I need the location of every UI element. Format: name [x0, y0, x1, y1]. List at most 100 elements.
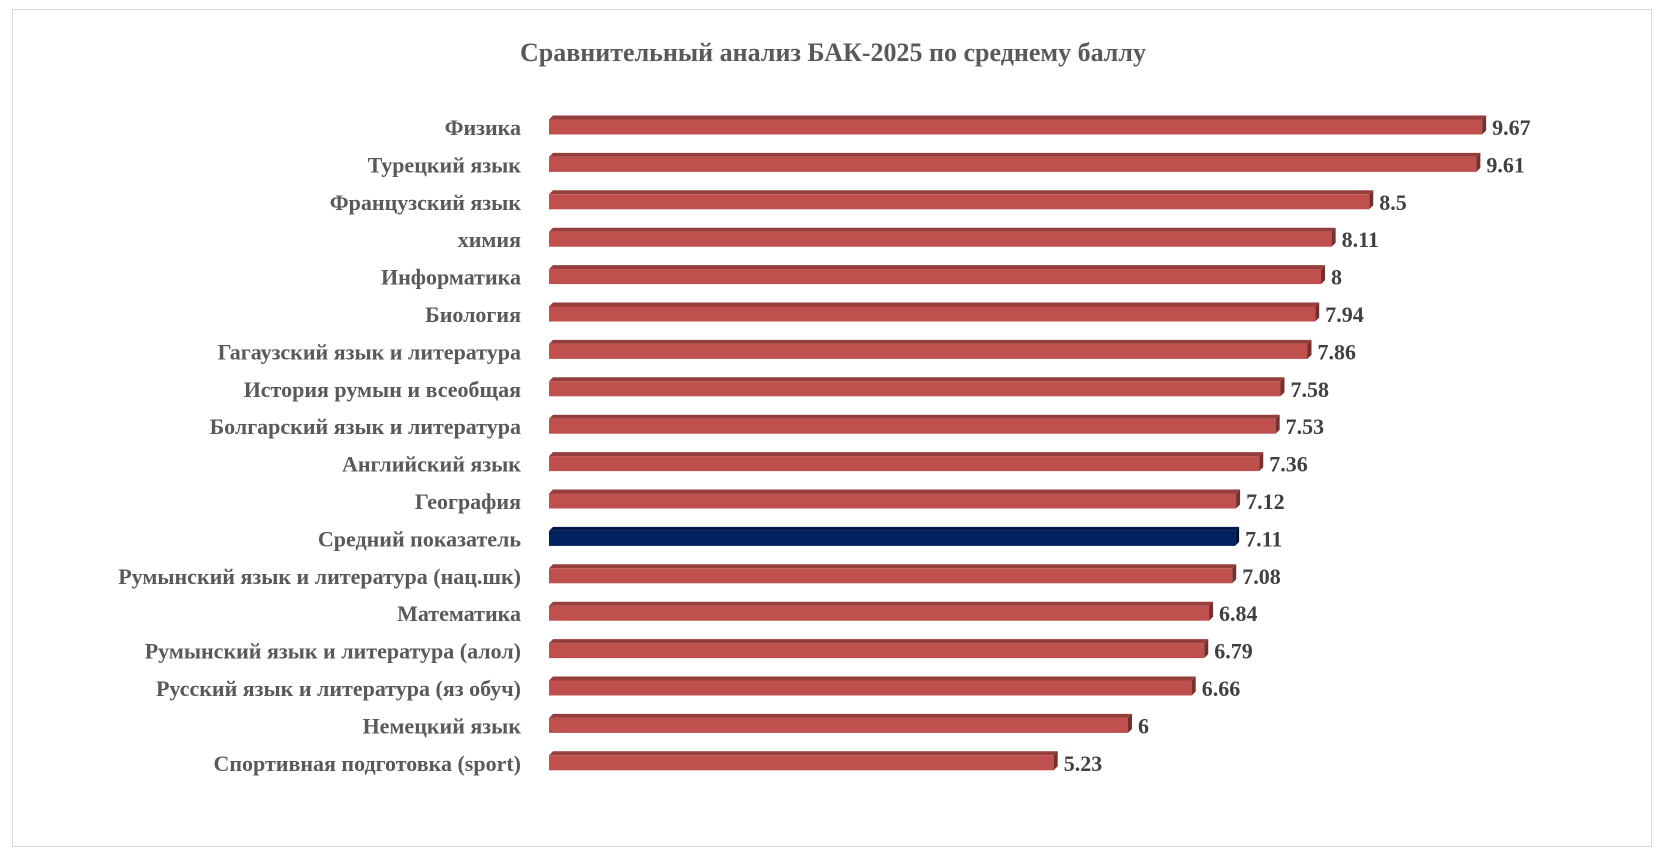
bar-group — [549, 190, 1374, 210]
bar-group — [549, 377, 1285, 397]
category-label: Румынский язык и литература (нац.шк) — [118, 564, 521, 589]
bar-top-face — [549, 339, 1312, 344]
bar — [549, 418, 1276, 434]
bar — [549, 306, 1316, 322]
bar-chart: Физика 9.67 Турецкий язык 9.61 Французский я… — [118, 115, 1530, 776]
bar-top-face — [549, 265, 1325, 270]
bar-group — [549, 227, 1336, 247]
data-label: 7.86 — [1317, 339, 1356, 364]
bar-top-face — [549, 489, 1241, 494]
bar-side-face — [1331, 227, 1336, 247]
bar-group — [549, 601, 1214, 621]
bar-side-face — [1275, 414, 1280, 434]
bar-side-face — [1259, 452, 1264, 472]
data-label: 6.66 — [1202, 676, 1241, 701]
bar — [549, 194, 1370, 210]
bar — [549, 680, 1192, 696]
chart-frame: Сравнительный анализ БАК-2025 по среднем… — [12, 9, 1652, 847]
category-label: Средний показатель — [318, 526, 521, 551]
data-label: 7.12 — [1246, 489, 1285, 514]
category-label: Математика — [397, 601, 521, 626]
bar-side-face — [1236, 489, 1241, 509]
bar — [549, 605, 1210, 621]
bar-group — [549, 713, 1132, 733]
bar-top-face — [549, 152, 1481, 157]
bar-side-face — [1369, 190, 1374, 210]
bar-group — [549, 564, 1237, 584]
bar-top-face — [549, 115, 1487, 120]
data-label: 6.84 — [1219, 601, 1258, 626]
bar-group — [549, 265, 1325, 285]
bar-group — [549, 639, 1209, 659]
category-label: География — [415, 489, 521, 514]
bar-side-face — [1476, 152, 1481, 172]
bar-side-face — [1191, 676, 1196, 696]
data-label: 7.58 — [1290, 377, 1329, 402]
bar — [549, 456, 1260, 472]
data-label: 8.5 — [1379, 190, 1407, 215]
bar-group — [549, 751, 1058, 771]
bar-side-face — [1053, 751, 1058, 771]
bar-top-face — [549, 564, 1237, 569]
bar — [549, 493, 1237, 509]
category-label: Гагаузский язык и литература — [218, 339, 521, 364]
category-label: Немецкий язык — [363, 713, 522, 738]
data-label: 8 — [1331, 265, 1342, 290]
bar-top-face — [549, 601, 1214, 606]
bar — [549, 643, 1205, 659]
data-label: 7.11 — [1245, 526, 1282, 551]
bar-side-face — [1307, 339, 1312, 359]
category-label: Французский язык — [330, 190, 522, 215]
bar — [549, 717, 1128, 733]
bar-top-face — [549, 676, 1196, 681]
bar — [549, 530, 1236, 546]
bar — [549, 568, 1233, 584]
category-label: химия — [458, 227, 521, 252]
bar-top-face — [549, 526, 1240, 531]
bar — [549, 269, 1321, 285]
bar — [549, 381, 1281, 397]
data-label: 7.08 — [1242, 564, 1281, 589]
bar-side-face — [1232, 564, 1237, 584]
data-label: 6.79 — [1214, 639, 1253, 664]
data-label: 7.94 — [1325, 302, 1364, 327]
bar-side-face — [1209, 601, 1214, 621]
bar — [549, 156, 1477, 172]
bar-group — [549, 115, 1487, 135]
bar-side-face — [1315, 302, 1320, 322]
bar — [549, 231, 1332, 247]
bar-group — [549, 302, 1320, 322]
category-label: Биология — [425, 302, 521, 327]
category-label: Спортивная подготовка (sport) — [213, 751, 521, 776]
chart-title: Сравнительный анализ БАК-2025 по среднем… — [520, 38, 1146, 67]
category-label: Болгарский язык и литература — [210, 414, 521, 439]
data-label: 5.23 — [1064, 751, 1103, 776]
bar-top-face — [549, 452, 1264, 457]
bar-side-face — [1321, 265, 1325, 285]
bar — [549, 343, 1308, 359]
bar-top-face — [549, 639, 1209, 644]
category-label: Румынский язык и литература (алол) — [145, 639, 521, 664]
bar-top-face — [549, 227, 1336, 232]
bar — [549, 755, 1054, 771]
bar-side-face — [1482, 115, 1487, 135]
bar-top-face — [549, 713, 1132, 718]
bar-top-face — [549, 302, 1320, 307]
bar-side-face — [1235, 526, 1240, 546]
bar-group — [549, 152, 1481, 172]
bar-side-face — [1204, 639, 1209, 659]
bar-group — [549, 339, 1312, 359]
bar-top-face — [549, 751, 1058, 756]
bar-top-face — [549, 414, 1280, 419]
bar-top-face — [549, 190, 1374, 195]
category-label: Русский язык и литература (яз обуч) — [156, 676, 521, 701]
data-label: 7.53 — [1286, 414, 1325, 439]
bar-group — [549, 676, 1196, 696]
category-label: Английский язык — [342, 452, 521, 477]
category-label: История румын и всеобщая — [244, 377, 521, 402]
bar-group — [549, 452, 1264, 472]
data-label: 8.11 — [1342, 227, 1379, 252]
bar — [549, 119, 1483, 135]
bar-top-face — [549, 377, 1285, 382]
data-label: 6 — [1138, 713, 1149, 738]
